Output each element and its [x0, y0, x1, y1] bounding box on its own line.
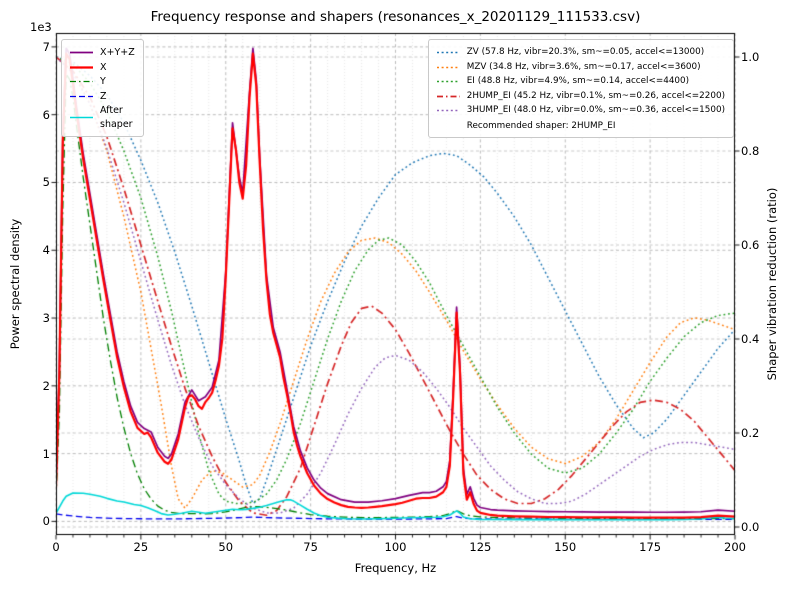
right-y-tick-label: 0.0 [741, 520, 760, 534]
recommended-shaper-text: Recommended shaper: 2HUMP_EI [466, 120, 616, 131]
left-y-tick-label: 6 [42, 107, 50, 122]
legend-psd: X+Y+Z X Y Z After shaper [61, 39, 144, 137]
legend-item: 2HUMP_EI (45.2 Hz, vibr=0.1%, sm~=0.26, … [436, 90, 725, 104]
left-y-axis-label: Power spectral density [8, 218, 22, 350]
legend-item-label: Y [100, 76, 106, 87]
legend-line-sample-icon [436, 95, 460, 98]
legend-shapers: ZV (57.8 Hz, vibr=20.3%, sm~=0.05, accel… [427, 39, 734, 138]
legend-line-sample-icon [70, 116, 93, 119]
legend-line-sample-icon [70, 66, 93, 69]
legend-line-sample-icon [436, 66, 460, 68]
legend-item-label: EI (48.8 Hz, vibr=4.9%, sm~=0.14, accel<… [466, 76, 690, 86]
legend-item: Z [69, 90, 135, 104]
left-y-tick-label: 5 [42, 175, 50, 190]
x-tick-label: 0 [52, 540, 60, 554]
legend-item: EI (48.8 Hz, vibr=4.9%, sm~=0.14, accel<… [436, 75, 725, 89]
legend-line-sample-icon [70, 51, 93, 54]
right-y-tick-label: 0.2 [741, 426, 760, 440]
left-y-tick-label: 3 [42, 311, 50, 326]
x-tick-label: 175 [639, 540, 662, 554]
left-y-tick-label: 7 [42, 39, 50, 54]
legend-item-label: ZV (57.8 Hz, vibr=20.3%, sm~=0.05, accel… [466, 47, 705, 57]
legend-item-label: 3HUMP_EI (48.0 Hz, vibr=0.0%, sm~=0.36, … [466, 105, 725, 115]
x-tick-label: 100 [384, 540, 407, 554]
legend-line-sample-icon [70, 81, 93, 83]
legend-item-label: After shaper [100, 105, 133, 130]
legend-item-label: MZV (34.8 Hz, vibr=3.6%, sm~=0.17, accel… [466, 61, 701, 72]
x-tick-label: 150 [554, 540, 577, 554]
legend-item-label: X+Y+Z [100, 47, 135, 58]
right-y-tick-label: 0.4 [741, 332, 760, 346]
x-axis-label: Frequency, Hz [354, 561, 437, 575]
left-y-tick-label: 1 [42, 446, 50, 461]
x-tick-label: 25 [133, 540, 149, 554]
legend-item: Y [69, 75, 135, 89]
x-tick-label: 75 [303, 540, 318, 554]
legend-item-label: X [100, 61, 107, 73]
right-y-tick-label: 0.6 [741, 238, 760, 252]
legend-line-sample-icon [436, 110, 460, 112]
x-tick-label: 200 [724, 540, 746, 554]
legend-item: X+Y+Z [69, 46, 135, 60]
x-tick-label: 125 [469, 540, 492, 554]
y-axis-offset-text: 1e3 [30, 20, 52, 34]
legend-line-sample-icon [436, 52, 460, 54]
legend-item: 3HUMP_EI (48.0 Hz, vibr=0.0%, sm~=0.36, … [436, 104, 725, 118]
chart-title: Frequency response and shapers (resonanc… [150, 9, 641, 25]
right-y-tick-label: 1.0 [741, 50, 760, 64]
left-y-tick-label: 4 [42, 243, 50, 258]
legend-line-sample-icon [70, 95, 93, 97]
left-y-tick-label: 2 [42, 378, 50, 393]
left-y-tick-label: 0 [42, 514, 50, 529]
legend-item: X [69, 61, 135, 75]
legend-line-sample-icon [436, 81, 460, 83]
right-y-axis-label: Shaper vibration reduction (ratio) [765, 187, 779, 381]
legend-item-label: 2HUMP_EI (45.2 Hz, vibr=0.1%, sm~=0.26, … [466, 90, 725, 101]
legend-item-label: Z [100, 90, 107, 102]
legend-item: After shaper [69, 104, 135, 131]
x-tick-label: 50 [218, 540, 234, 554]
legend-item: ZV (57.8 Hz, vibr=20.3%, sm~=0.05, accel… [436, 46, 725, 60]
right-y-tick-label: 0.8 [741, 144, 760, 158]
legend-item: MZV (34.8 Hz, vibr=3.6%, sm~=0.17, accel… [436, 61, 725, 75]
